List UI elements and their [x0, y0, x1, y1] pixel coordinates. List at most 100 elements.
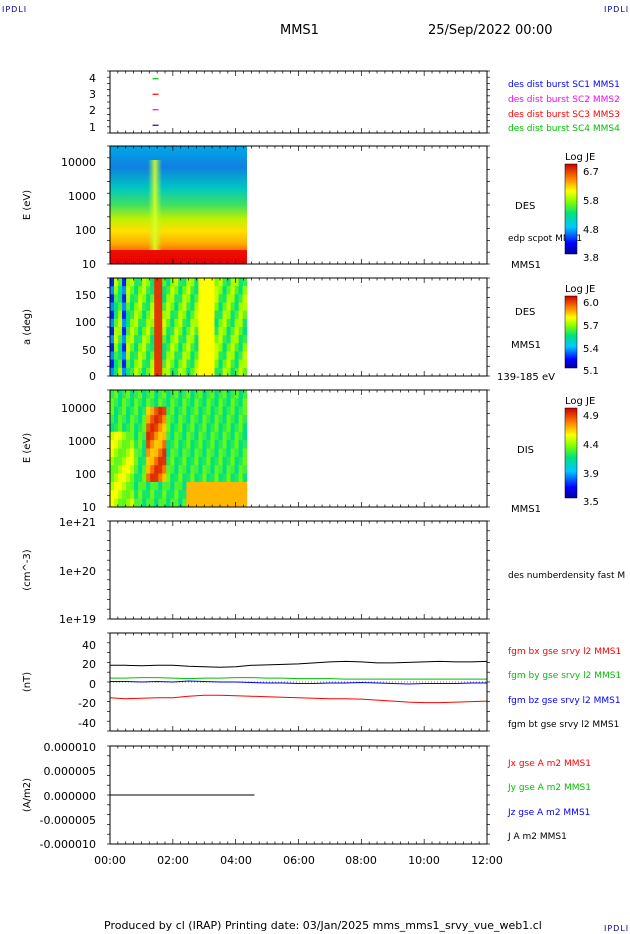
pitch-cell — [162, 359, 167, 369]
dis-cell — [138, 440, 143, 449]
dis-cell — [190, 456, 195, 466]
pitch-cell — [198, 367, 203, 377]
pitch-cell — [146, 286, 151, 295]
dis-cell — [210, 440, 216, 449]
pitch-cell — [202, 359, 207, 369]
dis-cell — [206, 431, 211, 441]
pitch-cell — [162, 318, 167, 328]
dis-cell — [122, 473, 127, 483]
pitch-cell — [162, 327, 167, 336]
pitch-cell — [166, 335, 171, 344]
pitch-cell — [182, 302, 187, 312]
pitch-cell — [174, 310, 179, 320]
time-tick-label: 08:00 — [345, 854, 377, 867]
pitch-cell — [162, 278, 167, 287]
pitch-cell — [150, 351, 155, 361]
colorbar-scale — [564, 163, 578, 255]
dis-cell — [126, 406, 131, 416]
dis-cell — [178, 448, 183, 458]
pitch-cell — [134, 367, 139, 377]
pitch-spectrogram — [110, 278, 248, 377]
pitch-cell — [154, 351, 159, 361]
y-axis-label: E (eV) — [22, 433, 33, 463]
dis-cell — [154, 423, 159, 433]
pitch-cell — [170, 351, 175, 361]
pitch-cell — [226, 351, 232, 361]
pitch-cell — [214, 367, 220, 377]
pitch-cell — [194, 302, 199, 312]
pitch-cell — [122, 359, 127, 369]
pitch-cell — [190, 302, 195, 312]
dis-cell — [154, 431, 159, 441]
pitch-cell — [186, 318, 191, 328]
dis-cell — [150, 398, 155, 408]
dis-cell — [210, 481, 216, 491]
pitch-cell — [170, 343, 175, 352]
pitch-cell — [126, 343, 131, 352]
pitch-cell — [230, 302, 236, 312]
dis-cell — [114, 498, 119, 508]
dis-cell — [162, 456, 167, 466]
pitch-cell — [162, 335, 167, 344]
corner-label-bottom-right: IPDLI — [604, 924, 629, 933]
dis-cell — [146, 465, 151, 475]
dis-cell — [110, 390, 115, 399]
dis-cell — [238, 406, 244, 416]
pitch-cell — [174, 302, 179, 312]
spectrogram-burst — [148, 160, 162, 250]
pitch-cell — [234, 286, 240, 295]
dis-cell — [150, 481, 155, 491]
dis-cell — [110, 431, 115, 441]
pitch-cell — [190, 359, 195, 369]
pitch-cell — [194, 367, 199, 377]
dis-cell — [178, 490, 183, 500]
bfield-line — [110, 677, 487, 680]
dis-cell — [182, 390, 187, 399]
pitch-cell — [110, 359, 115, 369]
pitch-cell — [146, 294, 151, 303]
colorbar-tick: 5.1 — [583, 366, 599, 377]
pitch-cell — [210, 343, 216, 352]
dis-cell — [198, 406, 203, 416]
pitch-cell — [142, 278, 147, 287]
dis-cell — [158, 390, 163, 399]
dis-cell — [242, 456, 248, 466]
dis-cell — [226, 481, 232, 491]
dis-cell — [238, 431, 244, 441]
dis-cell — [150, 473, 155, 483]
dis-cell — [118, 490, 123, 500]
dis-cell — [206, 440, 211, 449]
pitch-cell — [178, 359, 183, 369]
pitch-cell — [230, 278, 236, 287]
colorbar-tick: 6.0 — [583, 298, 599, 309]
pitch-cell — [210, 335, 216, 344]
pitch-cell — [210, 294, 216, 303]
dis-cell — [118, 456, 123, 466]
colorbar: Log JE 4.9 4.4 3.9 3.5 — [564, 396, 599, 508]
dis-cell — [222, 456, 228, 466]
pitch-cell — [166, 327, 171, 336]
pitch-cell — [118, 278, 123, 287]
pitch-cell — [218, 327, 224, 336]
pitch-cell — [122, 318, 127, 328]
pitch-cell — [194, 335, 199, 344]
pitch-cell — [194, 359, 199, 369]
panel-des-pitch: 150 100 50 0 a (deg) DES MMS1 139-185 eV… — [22, 277, 599, 383]
dis-cell — [186, 465, 191, 475]
dis-cell — [154, 406, 159, 416]
dis-cell — [198, 390, 203, 399]
dis-cell — [222, 498, 228, 508]
dis-cell — [222, 406, 228, 416]
tick-label: 1e+21 — [59, 516, 96, 529]
dis-cell — [186, 398, 191, 408]
pitch-cell — [238, 278, 244, 287]
pitch-cell — [110, 351, 115, 361]
pitch-cell — [202, 286, 207, 295]
pitch-cell — [210, 278, 216, 287]
dis-cell — [150, 465, 155, 475]
colorbar-title: Log JE — [565, 152, 595, 163]
pitch-cell — [142, 318, 147, 328]
dis-cell — [130, 423, 135, 433]
tick-label: 50 — [82, 344, 96, 357]
dis-cell — [162, 406, 167, 416]
